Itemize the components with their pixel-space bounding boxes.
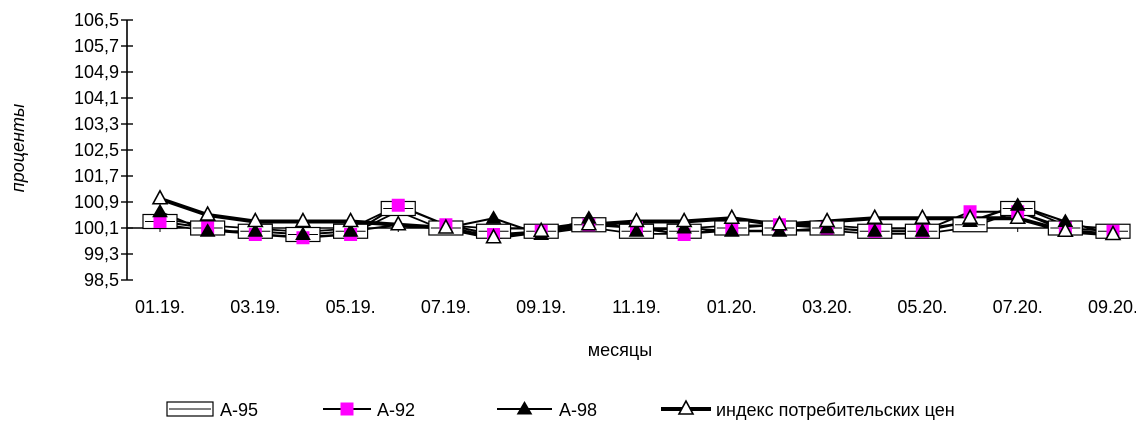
x-tick-label: 01.19. [135, 297, 185, 317]
x-tick-label: 09.19. [516, 297, 566, 317]
y-tick-label: 99,3 [84, 244, 119, 264]
data-point [153, 215, 167, 228]
series-layer [142, 189, 1131, 245]
data-point [246, 211, 264, 228]
data-point [437, 218, 455, 234]
data-point [294, 211, 312, 228]
data-point [247, 223, 264, 237]
y-tick-label: 104,9 [74, 62, 119, 82]
y-tick-label: 100,9 [74, 192, 119, 212]
data-point [914, 223, 931, 237]
legend-label: А-95 [220, 400, 258, 420]
data-point [389, 215, 407, 231]
x-tick-label: 07.19. [421, 297, 471, 317]
data-point [771, 215, 788, 231]
legend-item: А-98 [497, 400, 597, 420]
legend-marker [516, 401, 533, 415]
data-point [866, 223, 883, 237]
y-tick-label: 106,5 [74, 10, 119, 30]
data-point [628, 211, 645, 228]
data-point [151, 189, 169, 205]
legend-marker [166, 401, 214, 417]
legend-label: А-92 [377, 400, 415, 420]
y-tick-label: 98,5 [84, 270, 119, 290]
y-tick-label: 103,3 [74, 114, 119, 134]
y-axis: 106,5 105,7 104,9 104,1 103,3 102,5 101,7 100,9… [74, 10, 133, 290]
data-point [818, 211, 836, 228]
legend-label: А-98 [559, 400, 597, 420]
data-point [628, 223, 645, 237]
data-point [961, 208, 979, 225]
data-point [723, 208, 741, 225]
x-axis-title: месяцы [588, 340, 652, 360]
y-tick-label: 102,5 [74, 140, 119, 160]
x-tick-label: 05.20. [897, 297, 947, 317]
data-point [1104, 224, 1122, 241]
data-point [152, 203, 168, 218]
data-point [295, 226, 311, 240]
y-tick-label: 101,7 [74, 166, 119, 186]
legend-item: А-95 [166, 400, 258, 420]
legend-marker [340, 402, 354, 416]
data-point [485, 228, 502, 244]
data-point [914, 208, 931, 225]
x-tick-label: 03.20. [802, 297, 852, 317]
x-tick-label: 01.20. [707, 297, 757, 317]
data-point [866, 208, 884, 225]
data-point [342, 211, 359, 228]
data-point [675, 211, 693, 228]
y-tick-label: 100,1 [74, 218, 119, 238]
data-point [199, 223, 216, 237]
x-tick-label: 07.20. [993, 297, 1043, 317]
data-point [532, 221, 550, 238]
data-point [1057, 221, 1074, 238]
y-tick-label: 105,7 [74, 36, 119, 56]
data-point [391, 198, 405, 212]
data-point [723, 223, 740, 237]
data-point [580, 215, 598, 231]
legend-label: индекс потребительских цен [716, 400, 955, 420]
legend-item: А-92 [323, 400, 415, 420]
y-axis-title: проценты [8, 104, 28, 192]
x-tick-label: 11.19. [612, 297, 661, 317]
data-point [1009, 208, 1027, 225]
series-markers-4 [151, 189, 1122, 244]
x-tick-label: 03.19. [230, 297, 280, 317]
x-tick-label: 05.19. [326, 297, 376, 317]
data-point [199, 205, 216, 221]
legend: А-95 А-92 А-98 индекс потребительских цен [166, 399, 955, 420]
y-tick-label: 104,1 [74, 88, 119, 108]
legend-item: индекс потребительских цен [661, 399, 955, 420]
data-point [485, 210, 502, 224]
x-tick-label: 09.20. [1088, 297, 1136, 317]
legend-marker [677, 399, 695, 415]
x-axis: 01.19. 03.19. 05.19. 07.19. 09.19. 11.19. 01.2… [127, 227, 1136, 317]
data-point [342, 223, 359, 237]
